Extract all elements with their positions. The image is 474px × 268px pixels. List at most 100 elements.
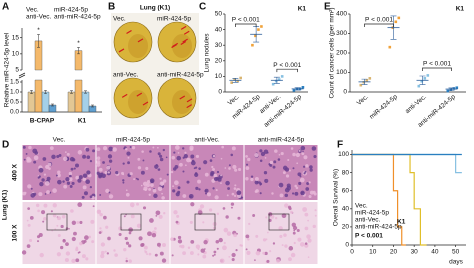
- cell: [143, 188, 145, 191]
- cell: [33, 160, 37, 164]
- nodule-arrow: [183, 30, 190, 35]
- data-point: [397, 16, 401, 20]
- inset-box: [268, 213, 290, 231]
- cell: [177, 239, 183, 244]
- cell: [295, 186, 299, 190]
- chart-tag: K1: [298, 6, 307, 13]
- cell: [278, 226, 283, 231]
- cell: [24, 191, 27, 195]
- cell: [144, 250, 148, 254]
- cell: [225, 215, 229, 219]
- cell: [161, 192, 163, 195]
- cell: [68, 171, 73, 176]
- cell: [245, 176, 249, 181]
- nodule-arrow: [137, 38, 144, 43]
- cell: [89, 186, 92, 189]
- cell: [269, 250, 272, 253]
- lung-lobe: [128, 34, 148, 58]
- cell: [135, 177, 138, 180]
- cell: [304, 242, 308, 245]
- cell: [299, 242, 305, 247]
- cell: [190, 202, 195, 207]
- cell: [159, 177, 162, 180]
- annotation: P < 0.001: [273, 62, 301, 69]
- cell: [272, 165, 276, 169]
- y-axis-label: Relative miR-424-5p level: [4, 32, 11, 107]
- cell: [127, 156, 130, 159]
- cell: [175, 220, 179, 224]
- survival-line: [352, 153, 462, 174]
- photo-label: miR-424-5p: [157, 16, 191, 23]
- x-axis-label: days: [449, 259, 463, 266]
- cell: [140, 243, 144, 248]
- cell: [190, 239, 195, 244]
- cell: [204, 189, 207, 193]
- cell: [96, 171, 100, 175]
- cell: [283, 233, 287, 237]
- cell: [62, 238, 66, 242]
- cell: [26, 219, 29, 222]
- cell: [56, 252, 62, 257]
- cell: [298, 149, 301, 152]
- cell: [197, 179, 201, 184]
- lung-lobe: [172, 90, 192, 114]
- cell: [66, 152, 70, 156]
- cell: [147, 231, 152, 237]
- cell: [35, 203, 40, 208]
- cell: [292, 152, 296, 157]
- cell: [100, 250, 105, 255]
- cell: [78, 175, 83, 180]
- cell: [213, 250, 217, 254]
- cell: [240, 244, 243, 247]
- sd-bar: [294, 87, 301, 91]
- cell: [68, 177, 73, 182]
- cell: [155, 164, 158, 167]
- data-point: [388, 45, 392, 49]
- cell: [162, 179, 167, 183]
- cell: [228, 255, 231, 258]
- row-label: 100 X: [12, 224, 19, 242]
- cell: [129, 172, 133, 176]
- data-point: [449, 88, 453, 91]
- data-point: [446, 89, 450, 93]
- chart-tag: K1: [397, 219, 406, 226]
- cell: [129, 146, 132, 149]
- cell: [108, 159, 113, 163]
- cell: [281, 213, 287, 219]
- cell: [195, 186, 199, 190]
- sd-bar: [361, 78, 368, 85]
- y-tick-label: 30: [215, 42, 223, 49]
- cell: [43, 173, 47, 176]
- bar: [27, 91, 36, 113]
- cell: [176, 155, 182, 161]
- cell: [262, 238, 267, 242]
- cell: [206, 192, 211, 197]
- cell: [104, 250, 107, 253]
- cell: [264, 178, 269, 183]
- cell: [292, 225, 298, 231]
- cell: [99, 227, 102, 230]
- x-tick-label: K1: [78, 118, 87, 125]
- cell: [104, 171, 108, 175]
- cell: [159, 245, 162, 248]
- cell: [79, 220, 83, 224]
- cell: [38, 232, 43, 238]
- data-point: [257, 28, 260, 31]
- cell: [304, 243, 309, 248]
- cell: [125, 259, 128, 263]
- cell: [42, 157, 47, 161]
- cell: [77, 251, 80, 254]
- cell: [292, 231, 296, 235]
- y-tick-label: 10: [12, 51, 20, 58]
- y-tick-label: 400: [336, 11, 347, 18]
- legend-label: miR-424-5p: [54, 7, 88, 14]
- cell: [172, 189, 176, 193]
- cell: [44, 193, 47, 195]
- cell: [142, 181, 148, 187]
- cell: [245, 154, 248, 158]
- cell: [182, 194, 187, 198]
- cell: [199, 204, 205, 209]
- cell: [204, 192, 208, 195]
- cell: [156, 146, 159, 149]
